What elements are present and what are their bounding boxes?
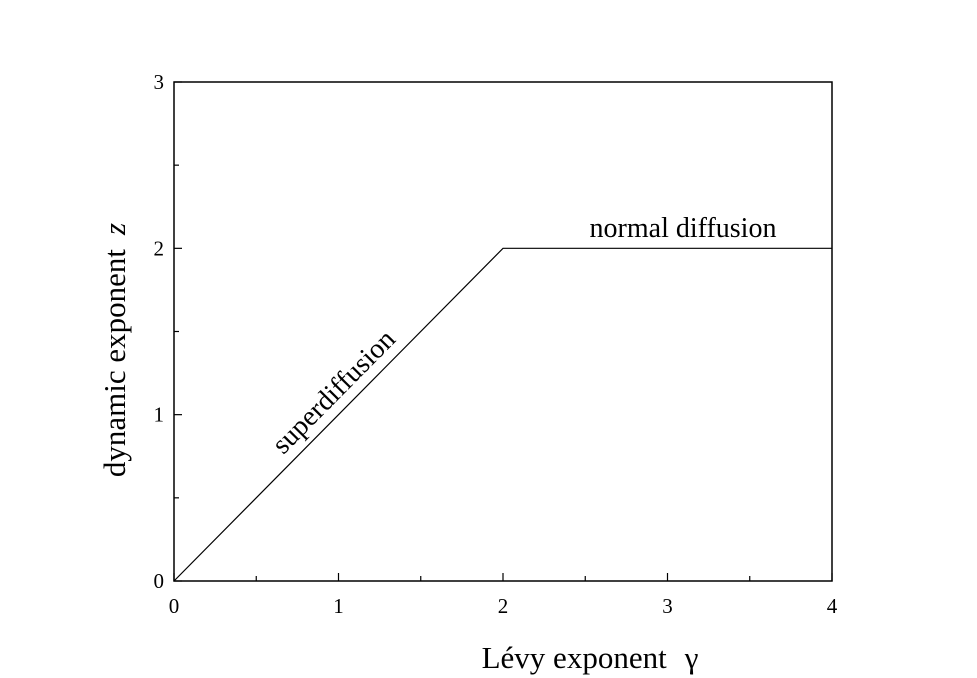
x-tick-label: 2: [498, 594, 509, 618]
x-axis-title: Lévy exponent γ: [482, 640, 699, 675]
annotation: superdiffusion: [266, 324, 401, 460]
y-axis-title: dynamic exponent z: [97, 223, 132, 477]
data-line: [173, 247, 832, 582]
x-axis-label: Lévy exponent: [482, 640, 667, 675]
x-axis-symbol: γ: [684, 640, 699, 675]
y-tick-label: 0: [154, 569, 165, 593]
x-tick-label: 0: [169, 594, 180, 618]
annotation: normal diffusion: [590, 213, 777, 244]
y-tick-label: 1: [154, 403, 165, 427]
y-axis-symbol: z: [97, 223, 132, 236]
x-tick-label: 1: [333, 594, 344, 618]
y-tick-label: 3: [154, 70, 165, 94]
y-tick-label: 2: [154, 236, 165, 260]
x-tick-label: 4: [827, 594, 838, 618]
x-tick-label: 3: [662, 594, 673, 618]
y-axis-label: dynamic exponent: [97, 249, 132, 478]
plot-frame: [173, 81, 833, 582]
